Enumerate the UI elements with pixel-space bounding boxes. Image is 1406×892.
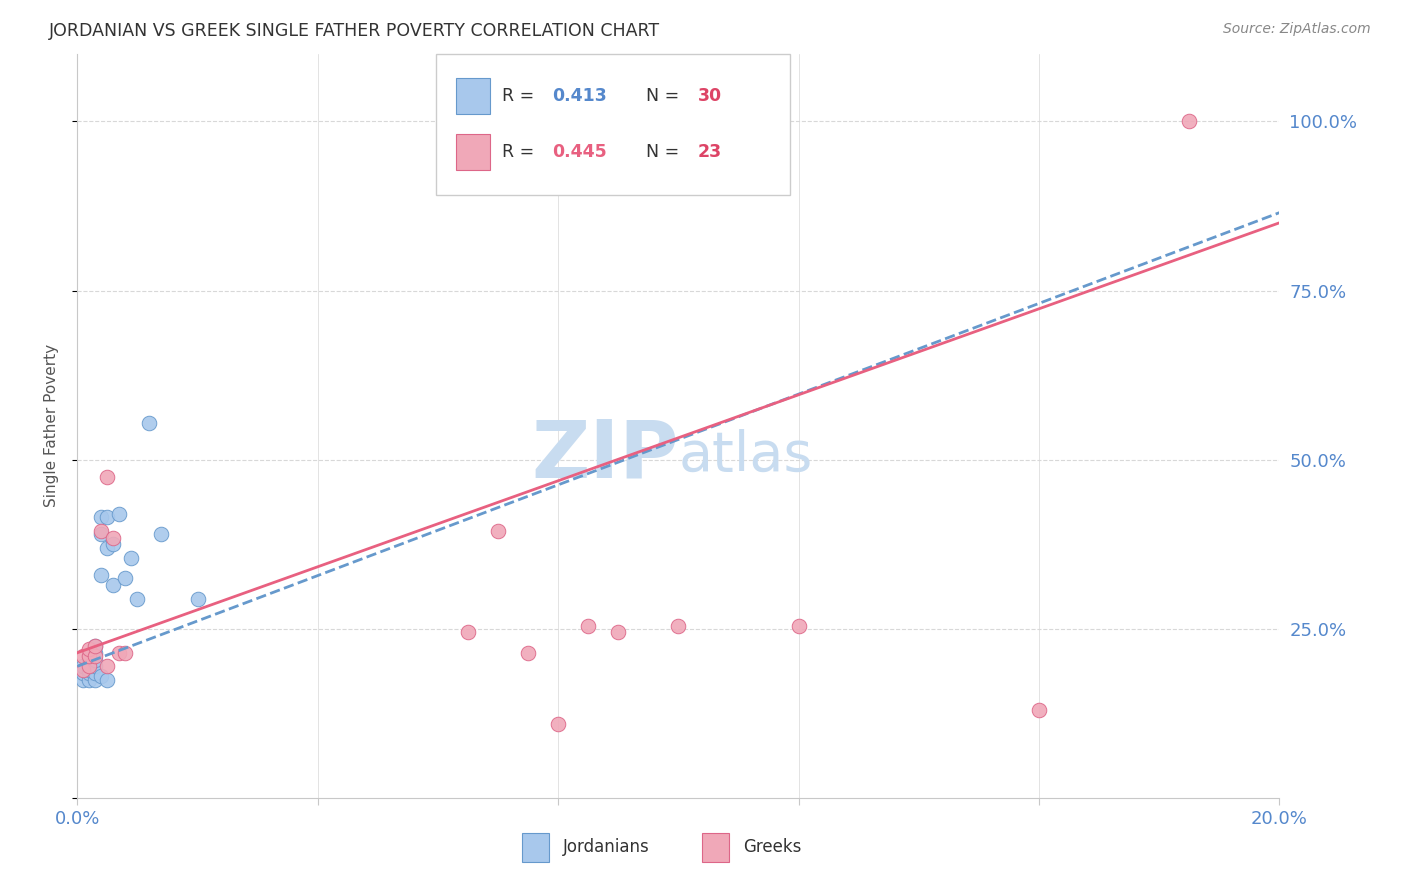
Point [90, 568, 112, 582]
FancyBboxPatch shape [436, 54, 790, 195]
Text: 30: 30 [697, 87, 721, 105]
Text: Jordanians: Jordanians [562, 838, 650, 856]
Point [96, 541, 118, 555]
Point [103, 578, 125, 592]
Point [84, 649, 107, 664]
Point [547, 717, 569, 731]
Point [84, 652, 107, 666]
Point [607, 625, 630, 640]
FancyBboxPatch shape [456, 78, 489, 114]
Text: 23: 23 [697, 143, 721, 161]
Point [79, 649, 101, 664]
Text: R =: R = [502, 87, 540, 105]
Point [84, 673, 107, 687]
Point [138, 416, 160, 430]
Point [90, 527, 112, 541]
Point [517, 646, 540, 660]
Point [84, 666, 107, 681]
Text: Source: ZipAtlas.com: Source: ZipAtlas.com [1223, 22, 1371, 37]
Point [79, 659, 101, 673]
Point [108, 646, 131, 660]
Point [84, 639, 107, 653]
Point [79, 666, 101, 681]
Text: ZIP: ZIP [531, 417, 679, 495]
Point [79, 642, 101, 657]
Text: 0.445: 0.445 [553, 143, 607, 161]
Point [79, 663, 101, 677]
Point [114, 571, 136, 585]
Point [150, 527, 173, 541]
Point [79, 656, 101, 670]
Y-axis label: Single Father Poverty: Single Father Poverty [44, 344, 59, 508]
FancyBboxPatch shape [703, 833, 728, 862]
Point [108, 507, 131, 521]
Point [72, 649, 94, 664]
Point [103, 537, 125, 551]
Text: Greeks: Greeks [744, 838, 801, 856]
Point [1028, 703, 1050, 717]
Text: R =: R = [502, 143, 540, 161]
Point [127, 591, 149, 606]
Point [84, 639, 107, 653]
Point [1178, 114, 1201, 128]
Point [90, 524, 112, 538]
Point [90, 510, 112, 524]
Text: N =: N = [645, 143, 685, 161]
Point [72, 673, 94, 687]
Point [96, 673, 118, 687]
Point [96, 659, 118, 673]
Text: JORDANIAN VS GREEK SINGLE FATHER POVERTY CORRELATION CHART: JORDANIAN VS GREEK SINGLE FATHER POVERTY… [49, 22, 661, 40]
Point [114, 646, 136, 660]
Point [486, 524, 509, 538]
Text: atlas: atlas [679, 429, 813, 483]
Point [72, 663, 94, 677]
Point [787, 618, 810, 632]
Point [79, 649, 101, 664]
Point [84, 646, 107, 660]
Point [84, 659, 107, 673]
Point [90, 669, 112, 683]
FancyBboxPatch shape [522, 833, 548, 862]
Point [120, 551, 142, 566]
Point [96, 469, 118, 483]
Text: N =: N = [645, 87, 685, 105]
Point [668, 618, 690, 632]
Point [79, 673, 101, 687]
Point [457, 625, 479, 640]
Point [96, 510, 118, 524]
FancyBboxPatch shape [456, 134, 489, 169]
Point [576, 618, 599, 632]
Point [187, 591, 209, 606]
Point [103, 531, 125, 545]
Text: 0.413: 0.413 [553, 87, 607, 105]
Point [72, 659, 94, 673]
Point [72, 666, 94, 681]
